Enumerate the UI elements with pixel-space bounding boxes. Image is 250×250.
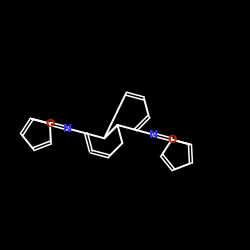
Text: N: N	[149, 130, 158, 140]
Text: N: N	[64, 124, 73, 134]
Text: O: O	[167, 134, 176, 144]
Text: O: O	[45, 119, 54, 129]
